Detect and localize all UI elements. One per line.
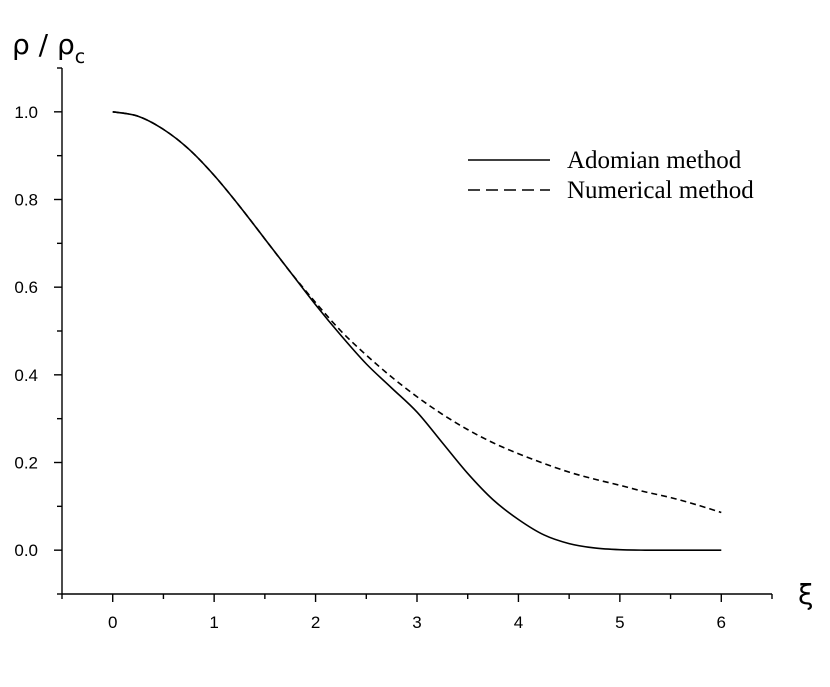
y-axis-title: ρ / ρc [12, 28, 85, 68]
y-tick-label: 0.2 [14, 454, 38, 473]
y-axis-title-subscript: c [75, 46, 85, 68]
x-tick-label: 2 [311, 613, 320, 632]
tick-labels: 0 1 2 3 4 5 6 0.0 0.2 0.4 0.6 0.8 1.0 [14, 103, 726, 632]
series-group [112, 111, 722, 551]
x-tick-label: 1 [209, 613, 218, 632]
series-line-numerical [112, 111, 722, 514]
legend-label-adomian: Adomian method [567, 147, 742, 174]
x-axis-title: ξ [798, 578, 814, 611]
y-tick-label: 0.4 [14, 366, 38, 385]
y-tick-label: 0.0 [14, 541, 38, 560]
x-tick-label: 5 [615, 613, 624, 632]
x-tick-label: 4 [514, 613, 523, 632]
x-tick-label: 3 [412, 613, 421, 632]
y-axis-title-main: ρ / ρ [12, 28, 75, 61]
y-tick-label: 0.8 [14, 191, 38, 210]
ticks [54, 67, 773, 602]
y-tick-label: 0.6 [14, 278, 38, 297]
x-tick-label: 6 [717, 613, 726, 632]
y-tick-label: 1.0 [14, 103, 38, 122]
legend-label-numerical: Numerical method [567, 177, 754, 204]
x-tick-label: 0 [108, 613, 117, 632]
legend: Adomian method Numerical method [468, 147, 754, 204]
